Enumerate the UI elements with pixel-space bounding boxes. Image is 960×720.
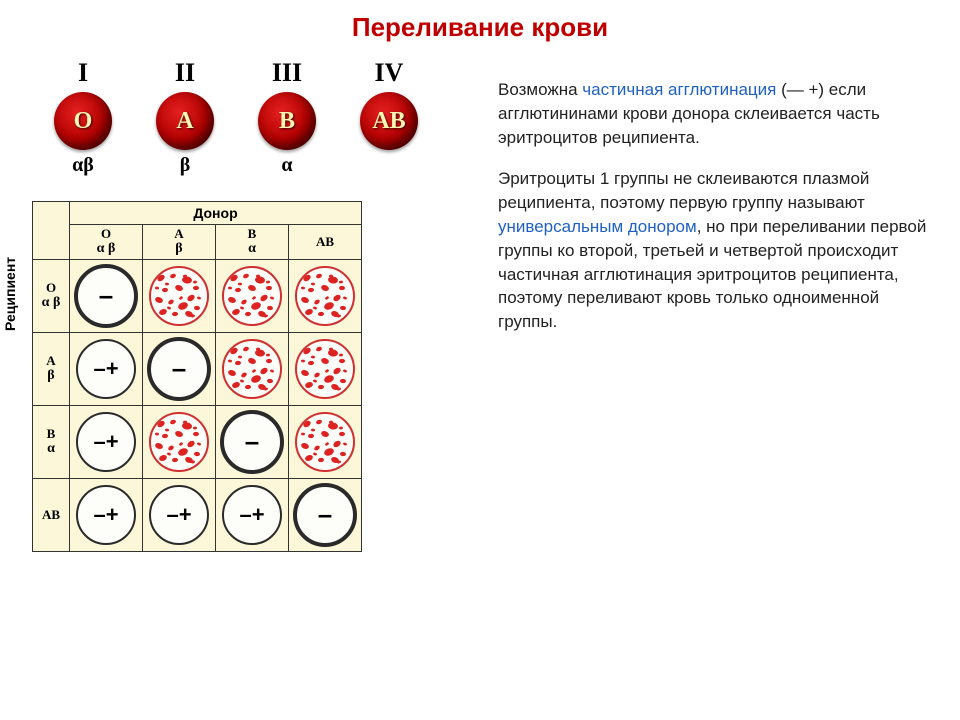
corner-cell [33,202,70,260]
compat-cell: –+ [143,478,216,551]
greek-label: αβ [50,154,116,177]
greek-label: β [152,154,218,177]
agglutination-none-icon: – [74,264,138,328]
agglutination-full-icon [295,266,355,326]
page-title: Переливание крови [20,12,940,43]
blood-letter: AB [372,108,405,135]
roman-numeral: I [50,58,116,88]
agglutination-full-icon [222,339,282,399]
agglutination-partial-icon: –+ [76,485,136,545]
blood-letter: B [279,108,295,135]
blood-ball: AB [360,92,418,150]
compatibility-table: Донор Oα βAβBαAB Oα β–Aβ–+–Bα–+–AB–+–+–+… [32,201,362,552]
compat-cell [143,259,216,332]
blood-type-item: IV AB [356,58,422,177]
compat-cell [216,259,289,332]
col-head: AB [289,225,362,260]
compatibility-table-wrap: Реципиент Донор Oα βAβBαAB Oα β–Aβ–+–Bα–… [20,201,470,552]
blood-type-item: II A β [152,58,218,177]
paragraph-1: Возможна частичная агглютинация (— +) ес… [498,78,940,149]
compat-cell: –+ [70,405,143,478]
agglutination-full-icon [295,412,355,472]
agglutination-none-icon: – [220,410,284,474]
recipient-axis-label: Реципиент [2,257,18,331]
blood-type-item: III B α [254,58,320,177]
blood-type-row: I O αβ II A β III B α IV AB [50,58,470,177]
agglutination-none-icon: – [147,337,211,401]
col-head: Aβ [143,225,216,260]
description-text: Возможна частичная агглютинация (— +) ес… [498,58,940,552]
agglutination-full-icon [222,266,282,326]
blood-ball: O [54,92,112,150]
agglutination-none-icon: – [293,483,357,547]
compat-cell [289,405,362,478]
blood-letter: O [74,108,93,135]
row-head: AB [33,478,70,551]
blood-ball: B [258,92,316,150]
compat-cell: –+ [70,332,143,405]
row-head: Bα [33,405,70,478]
row-head: Aβ [33,332,70,405]
paragraph-2: Эритроциты 1 группы не склеиваются плазм… [498,167,940,334]
agglutination-partial-icon: –+ [222,485,282,545]
greek-label: α [254,154,320,177]
compat-cell [289,332,362,405]
compat-cell: –+ [216,478,289,551]
blood-ball: A [156,92,214,150]
blood-type-item: I O αβ [50,58,116,177]
highlight-term: универсальным донором [498,217,697,236]
compat-cell: – [70,259,143,332]
roman-numeral: III [254,58,320,88]
compat-cell: – [143,332,216,405]
compat-cell [216,332,289,405]
compat-cell: –+ [70,478,143,551]
roman-numeral: IV [356,58,422,88]
compat-cell [143,405,216,478]
compat-cell: – [216,405,289,478]
agglutination-full-icon [149,412,209,472]
col-head: Oα β [70,225,143,260]
agglutination-full-icon [149,266,209,326]
blood-letter: A [176,108,193,135]
highlight-term: частичная агглютинация [582,80,776,99]
compat-cell [289,259,362,332]
row-head: Oα β [33,259,70,332]
agglutination-partial-icon: –+ [76,412,136,472]
col-head: Bα [216,225,289,260]
agglutination-partial-icon: –+ [149,485,209,545]
donor-axis-label: Донор [70,202,362,225]
agglutination-full-icon [295,339,355,399]
compat-cell: – [289,478,362,551]
agglutination-partial-icon: –+ [76,339,136,399]
roman-numeral: II [152,58,218,88]
